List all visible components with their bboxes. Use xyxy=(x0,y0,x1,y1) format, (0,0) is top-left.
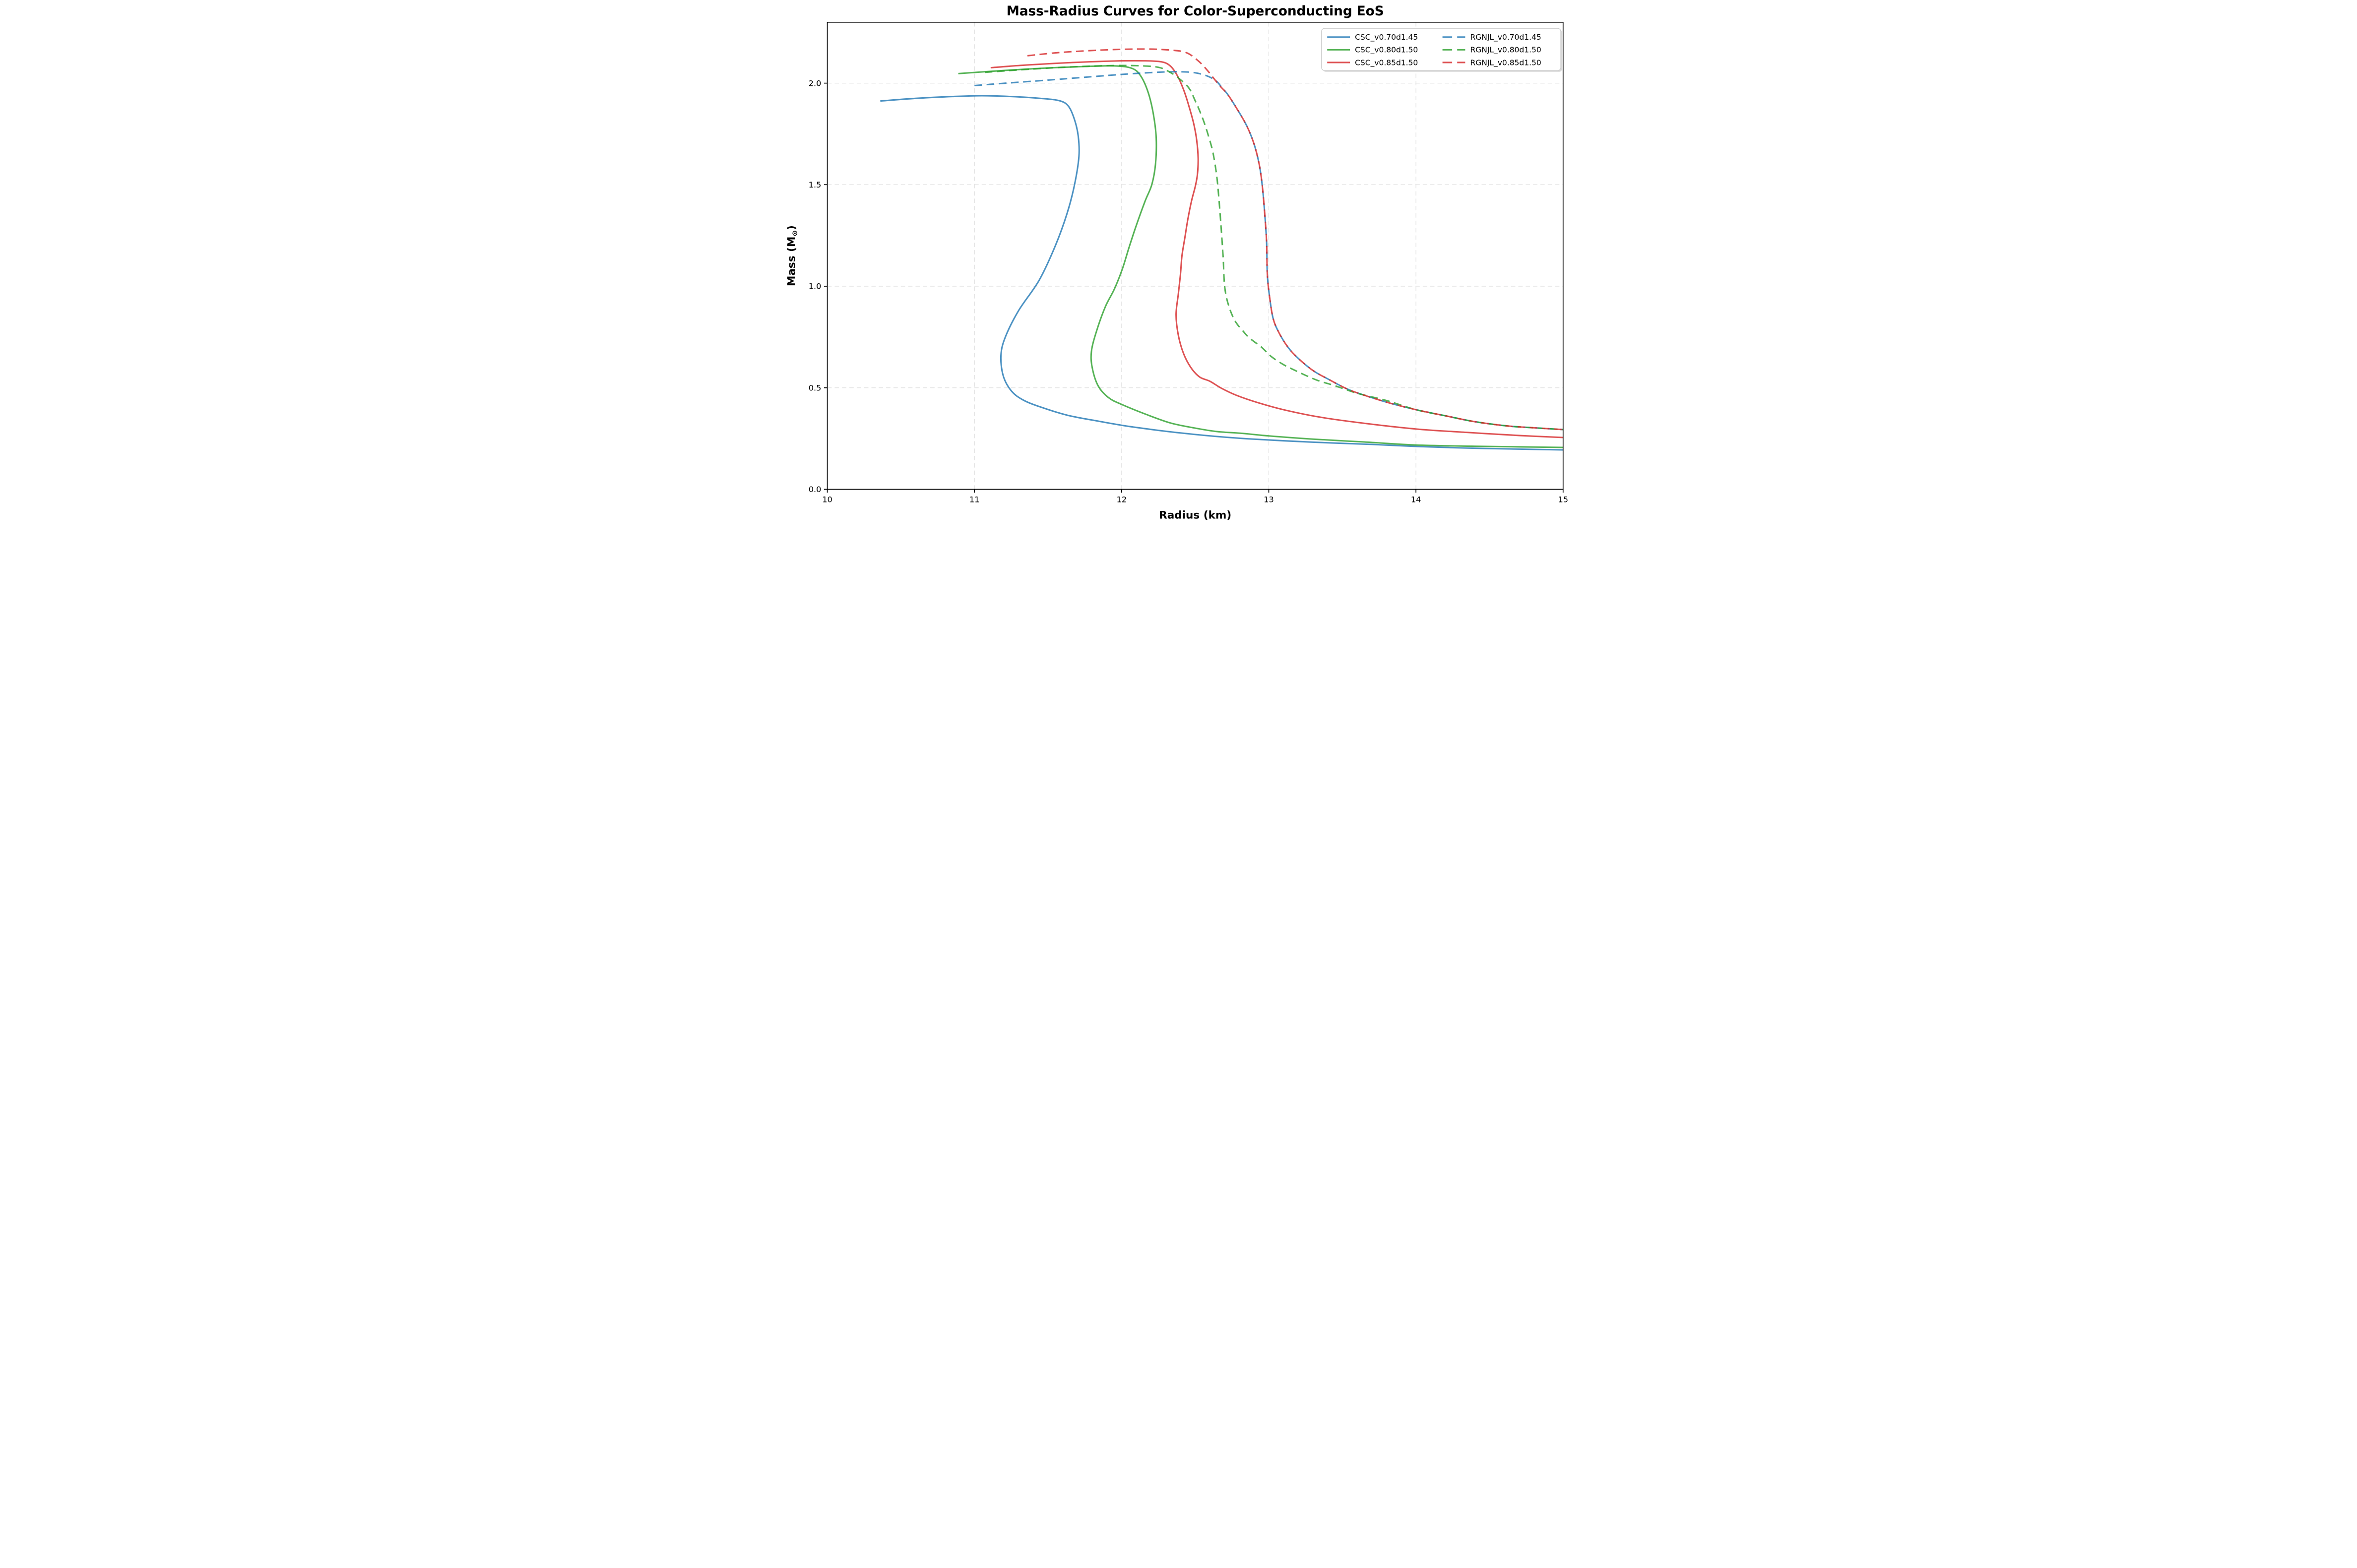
legend-label-RGNJL_v0.85d1.50: RGNJL_v0.85d1.50 xyxy=(1470,58,1541,67)
y-tick-label-1.5: 1.5 xyxy=(808,180,821,189)
y-tick-label-0: 0.0 xyxy=(808,485,821,494)
axis-ticks xyxy=(824,82,1564,493)
y-axis-label: Mass (M⊙) xyxy=(785,225,799,286)
legend-box xyxy=(1321,28,1561,71)
curves xyxy=(880,48,1563,451)
chart-title: Mass-Radius Curves for Color-Superconduc… xyxy=(1006,4,1384,19)
curve-RGNJL_v0.80d1.50 xyxy=(984,64,1563,431)
x-tick-label-13: 13 xyxy=(1264,495,1274,504)
legend-label-CSC_v0.70d1.45: CSC_v0.70d1.45 xyxy=(1355,33,1418,42)
x-tick-label-11: 11 xyxy=(969,495,979,504)
x-tick-label-14: 14 xyxy=(1410,495,1421,504)
legend-label-CSC_v0.85d1.50: CSC_v0.85d1.50 xyxy=(1355,58,1418,67)
legend-label-CSC_v0.80d1.50: CSC_v0.80d1.50 xyxy=(1355,46,1418,55)
x-tick-label-10: 10 xyxy=(822,495,832,504)
figure-background xyxy=(781,0,1576,528)
y-tick-label-1: 1.0 xyxy=(808,282,821,291)
x-tick-label-12: 12 xyxy=(1116,495,1127,504)
legend-item-CSC_v0.70d1.45: CSC_v0.70d1.45 xyxy=(1327,33,1418,42)
legend-label-RGNJL_v0.80d1.50: RGNJL_v0.80d1.50 xyxy=(1470,46,1541,55)
mass-radius-chart: 10 11 12 13 14 15 0.0 0.5 1.0 1.5 2.0 Mass-Radius … xyxy=(781,0,1576,528)
legend-item-RGNJL_v0.80d1.50: RGNJL_v0.80d1.50 xyxy=(1442,46,1541,55)
legend-item-RGNJL_v0.85d1.50: RGNJL_v0.85d1.50 xyxy=(1442,58,1541,67)
tick-labels: 10 11 12 13 14 15 0.0 0.5 1.0 1.5 2.0 xyxy=(808,78,1568,504)
curve-CSC_v0.85d1.50 xyxy=(990,60,1563,439)
legend-label-RGNJL_v0.70d1.45: RGNJL_v0.70d1.45 xyxy=(1470,33,1541,42)
figure: 10 11 12 13 14 15 0.0 0.5 1.0 1.5 2.0 Mass-Radius … xyxy=(781,0,1576,528)
legend-item-RGNJL_v0.70d1.45: RGNJL_v0.70d1.45 xyxy=(1442,33,1541,42)
y-tick-label-2: 2.0 xyxy=(808,78,821,88)
x-axis-label: Radius (km) xyxy=(1159,509,1231,522)
plot-frame xyxy=(827,21,1564,490)
curve-CSC_v0.70d1.45 xyxy=(880,95,1563,451)
curve-RGNJL_v0.70d1.45 xyxy=(974,71,1563,431)
x-tick-label-15: 15 xyxy=(1558,495,1568,504)
legend-item-CSC_v0.85d1.50: CSC_v0.85d1.50 xyxy=(1327,58,1418,67)
curve-RGNJL_v0.85d1.50 xyxy=(1027,48,1563,431)
legend-item-CSC_v0.80d1.50: CSC_v0.80d1.50 xyxy=(1327,46,1418,55)
y-tick-label-0.5: 0.5 xyxy=(808,383,821,392)
legend: CSC_v0.70d1.45 CSC_v0.80d1.50 CSC_v0.85d1.… xyxy=(1321,28,1562,72)
